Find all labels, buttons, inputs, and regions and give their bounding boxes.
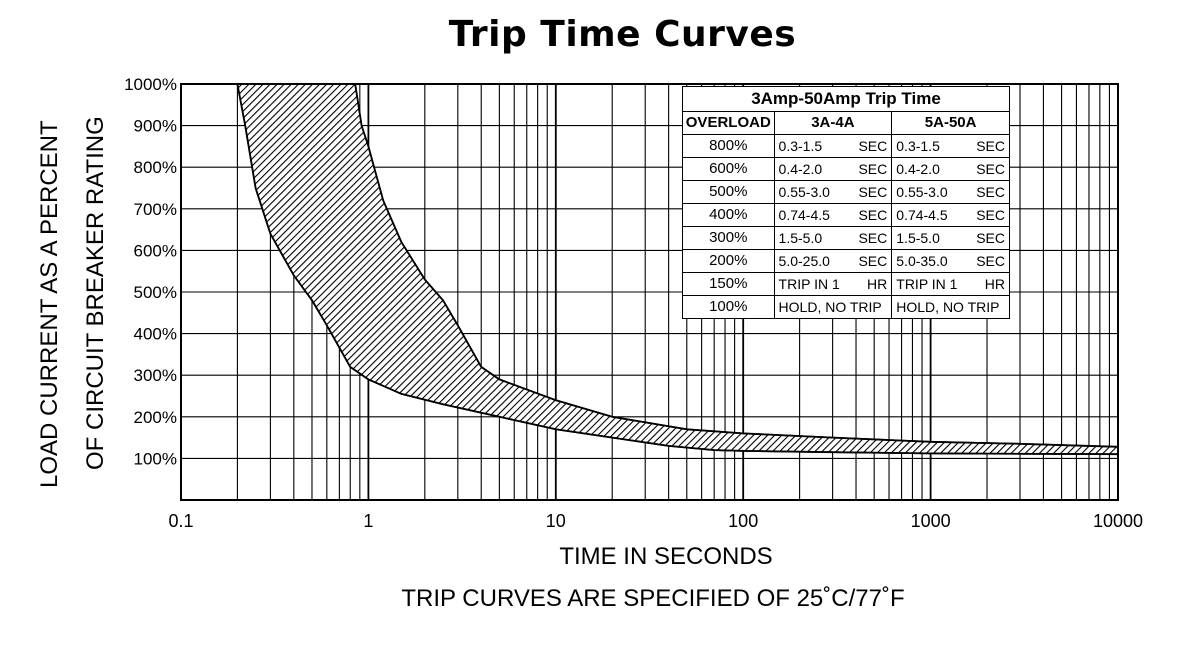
trip-time-range: 0.74-4.5 <box>778 207 830 223</box>
trip-time-cell: 0.74-4.5 SEC <box>773 203 893 227</box>
trip-time-range: 0.55-3.0 <box>778 184 830 200</box>
trip-time-range: HOLD, NO TRIP <box>778 299 882 315</box>
trip-time-unit: SEC <box>858 207 888 223</box>
overload-cell: 150% <box>682 272 775 296</box>
trip-time-cell: 5.0-35.0 SEC <box>891 249 1010 273</box>
trip-time-range: 0.4-2.0 <box>896 161 940 177</box>
temperature-note: TRIP CURVES ARE SPECIFIED OF 25˚C/77˚F <box>401 585 905 612</box>
trip-time-table: 3Amp-50Amp Trip Time OVERLOAD 3A-4A 5A-5… <box>682 86 1010 319</box>
trip-time-cell: HOLD, NO TRIP <box>891 295 1010 319</box>
table-row: 300% 1.5-5.0 SEC 1.5-5.0 SEC <box>682 226 1010 250</box>
x-tick-label: 100 <box>728 511 758 531</box>
table-row: 500% 0.55-3.0 SEC 0.55-3.0 SEC <box>682 180 1010 204</box>
trip-time-unit: SEC <box>858 161 888 177</box>
table-row: 200% 5.0-25.0 SEC 5.0-35.0 SEC <box>682 249 1010 273</box>
trip-time-range: 0.4-2.0 <box>778 161 823 177</box>
trip-time-unit: SEC <box>858 230 888 246</box>
trip-time-range: 0.3-1.5 <box>896 138 940 154</box>
y-tick-label: 900% <box>134 117 177 136</box>
x-tick-label: 1000 <box>911 511 951 531</box>
y-tick-label: 600% <box>134 241 177 260</box>
trip-time-cell: 1.5-5.0 SEC <box>891 226 1010 250</box>
y-tick-label: 300% <box>134 366 177 385</box>
y-tick-label: 500% <box>134 283 177 302</box>
trip-time-unit: SEC <box>976 253 1005 269</box>
x-axis-label: TIME IN SECONDS <box>559 543 773 570</box>
trip-curve-lower-bound <box>236 83 1119 456</box>
trip-time-cell: 0.4-2.0 SEC <box>773 157 893 181</box>
trip-time-unit: HR <box>867 276 888 292</box>
trip-time-unit: SEC <box>976 138 1005 154</box>
x-tick-label: 1 <box>363 511 373 531</box>
table-row: 400% 0.74-4.5 SEC 0.74-4.5 SEC <box>682 203 1010 227</box>
y-tick-label: 700% <box>134 200 177 219</box>
header-3a-4a: 3A-4A <box>773 111 893 135</box>
trip-time-range: 1.5-5.0 <box>896 230 940 246</box>
overload-cell: 600% <box>682 157 775 181</box>
trip-time-range: 5.0-35.0 <box>896 253 948 269</box>
overload-cell: 200% <box>682 249 775 273</box>
trip-time-cell: 0.3-1.5 SEC <box>773 134 893 158</box>
y-tick-label: 400% <box>134 325 177 344</box>
header-overload: OVERLOAD <box>682 111 775 135</box>
trip-time-range: 0.74-4.5 <box>896 207 948 223</box>
trip-time-cell: 1.5-5.0 SEC <box>773 226 893 250</box>
overload-cell: 500% <box>682 180 775 204</box>
trip-time-cell: 0.74-4.5 SEC <box>891 203 1010 227</box>
trip-time-range: 5.0-25.0 <box>778 253 830 269</box>
overload-cell: 400% <box>682 203 775 227</box>
y-tick-label: 1000% <box>124 75 177 94</box>
trip-time-range: HOLD, NO TRIP <box>896 299 1000 315</box>
chart-title: Trip Time Curves <box>448 14 797 55</box>
trip-time-unit: SEC <box>858 138 888 154</box>
x-tick-label: 0.1 <box>168 511 193 531</box>
x-tick-label: 10000 <box>1093 511 1143 531</box>
trip-time-range: TRIP IN 1 <box>896 276 958 292</box>
trip-time-cell: HOLD, NO TRIP <box>773 295 893 319</box>
overload-cell: 100% <box>682 295 775 319</box>
trip-time-unit: SEC <box>858 253 888 269</box>
trip-time-cell: 0.3-1.5 SEC <box>891 134 1010 158</box>
overload-cell: 300% <box>682 226 775 250</box>
trip-time-range: 0.55-3.0 <box>896 184 948 200</box>
trip-time-cell: TRIP IN 1 HR <box>891 272 1010 296</box>
y-tick-label: 100% <box>134 449 177 468</box>
trip-time-unit: SEC <box>976 207 1005 223</box>
trip-time-unit: SEC <box>976 161 1005 177</box>
y-tick-label: 200% <box>134 408 177 427</box>
trip-time-range: 0.3-1.5 <box>778 138 823 154</box>
trip-time-range: 1.5-5.0 <box>778 230 823 246</box>
trip-time-unit: SEC <box>976 184 1005 200</box>
header-5a-50a: 5A-50A <box>891 111 1010 135</box>
trip-time-unit: HR <box>984 276 1005 292</box>
y-tick-label: 800% <box>134 158 177 177</box>
trip-time-cell: 0.4-2.0 SEC <box>891 157 1010 181</box>
table-row: 600% 0.4-2.0 SEC 0.4-2.0 SEC <box>682 157 1010 181</box>
trip-time-cell: 5.0-25.0 SEC <box>773 249 893 273</box>
trip-time-unit: SEC <box>858 184 888 200</box>
plot-frame <box>180 83 1119 501</box>
trip-time-unit: SEC <box>976 230 1005 246</box>
trip-time-range: TRIP IN 1 <box>778 276 840 292</box>
table-row: 150% TRIP IN 1 HR TRIP IN 1 HR <box>682 272 1010 296</box>
trip-curve-upper-bound <box>354 83 1119 448</box>
table-row: 800% 0.3-1.5 SEC 0.3-1.5 SEC <box>682 134 1010 158</box>
x-tick-label: 10 <box>546 511 566 531</box>
table-row: 100% HOLD, NO TRIP HOLD, NO TRIP <box>682 295 1010 319</box>
trip-time-cell: TRIP IN 1 HR <box>773 272 893 296</box>
table-title: 3Amp-50Amp Trip Time <box>682 86 1010 112</box>
trip-time-cell: 0.55-3.0 SEC <box>773 180 893 204</box>
overload-cell: 800% <box>682 134 775 158</box>
trip-time-cell: 0.55-3.0 SEC <box>891 180 1010 204</box>
